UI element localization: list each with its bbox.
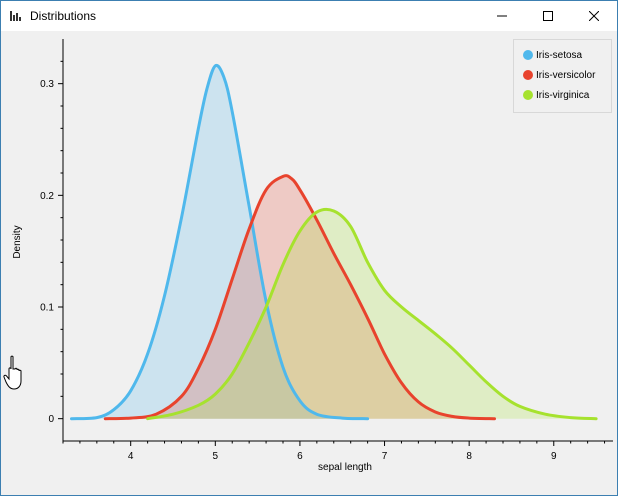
legend-swatch (523, 50, 533, 60)
x-tick-label: 6 (297, 451, 303, 462)
density-chart[interactable]: 4 5 6 7 8 9 0 0.1 0.2 0.3 sepal length Density (1, 31, 617, 495)
x-tick-label: 4 (128, 451, 134, 462)
title-bar[interactable]: Distributions (1, 1, 617, 31)
maximize-icon (543, 11, 553, 21)
legend-label: Iris-virginica (536, 89, 590, 101)
legend-label: Iris-setosa (536, 49, 583, 61)
x-tick-label: 7 (382, 451, 388, 462)
y-axis-label: Density (12, 225, 23, 258)
y-tick-label: 0.3 (40, 79, 54, 90)
legend: Iris-setosa Iris-versicolor Iris-virgini… (513, 39, 612, 113)
legend-swatch (523, 90, 533, 100)
y-tick-label: 0.1 (40, 303, 54, 314)
legend-label: Iris-versicolor (536, 69, 596, 81)
x-axis-label: sepal length (318, 462, 372, 473)
bar-chart-icon (10, 11, 21, 21)
legend-item-virginica: Iris-virginica (523, 86, 589, 104)
density-line-iris-versicolor (103, 174, 496, 421)
maximize-button[interactable] (525, 1, 571, 31)
density-area-iris-setosa (71, 65, 368, 419)
density-area-iris-virginica (147, 209, 597, 419)
y-tick-label: 0.2 (40, 191, 54, 202)
x-tick-label: 8 (466, 451, 472, 462)
close-icon (589, 11, 599, 21)
density-area-iris-versicolor (105, 175, 495, 419)
y-tick-label: 0 (48, 414, 54, 425)
legend-swatch (523, 70, 533, 80)
density-line-iris-virginica (146, 207, 598, 421)
minimize-icon (497, 15, 507, 17)
x-tick-label: 9 (551, 451, 557, 462)
density-line-iris-setosa (70, 63, 370, 421)
x-tick-label: 5 (213, 451, 219, 462)
close-button[interactable] (571, 1, 617, 31)
minimize-button[interactable] (479, 1, 525, 31)
legend-item-versicolor: Iris-versicolor (523, 66, 595, 84)
legend-item-setosa: Iris-setosa (523, 46, 582, 64)
hand-cursor-icon (3, 355, 22, 390)
window-title: Distributions (30, 9, 97, 23)
plot-area[interactable]: 4 5 6 7 8 9 0 0.1 0.2 0.3 sepal length Density (1, 31, 617, 495)
